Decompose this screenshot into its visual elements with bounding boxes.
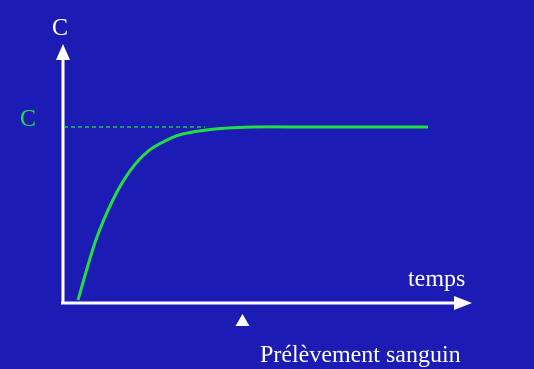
x-axis-label: temps (408, 266, 465, 292)
level-label: C (20, 106, 36, 132)
sampling-marker-triangle (235, 314, 250, 326)
sampling-annotation-label: Prélèvement sanguin (260, 342, 461, 368)
x-axis-arrowhead (454, 296, 472, 310)
y-axis-arrowhead (56, 44, 70, 60)
concentration-curve (76, 125, 428, 301)
y-axis-label: C (52, 15, 68, 41)
